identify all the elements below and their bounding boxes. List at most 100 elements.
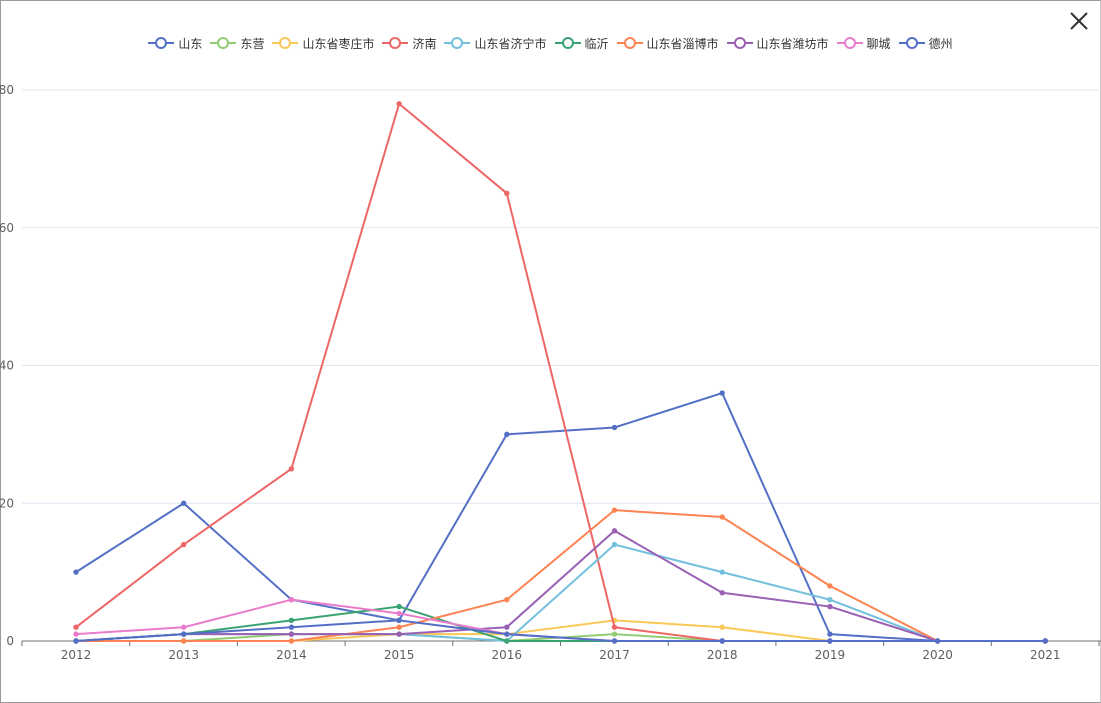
data-point (288, 631, 295, 637)
data-point (396, 631, 402, 637)
legend-label: 济南 (412, 36, 437, 51)
data-point (504, 624, 510, 630)
series-line-7 (76, 509, 1046, 642)
data-point (181, 624, 187, 630)
data-point (934, 638, 941, 644)
legend-label: 临沂 (584, 36, 609, 51)
data-point (827, 596, 833, 603)
data-point (504, 190, 510, 197)
data-point (396, 603, 402, 610)
data-point (73, 638, 79, 644)
x-tick-label: 2014 (276, 648, 307, 662)
data-point (827, 603, 833, 610)
x-tick-label: 2020 (922, 648, 953, 662)
data-point (288, 617, 295, 624)
legend-item[interactable]: 济南 (382, 35, 436, 52)
data-point (719, 514, 725, 520)
data-point (73, 631, 79, 637)
data-point (288, 624, 295, 630)
legend-item[interactable]: 山东省济宁市 (444, 35, 547, 52)
data-point (181, 541, 187, 548)
data-point (611, 507, 618, 513)
series-line-10 (75, 619, 1046, 642)
legend-line-circle-icon (898, 37, 925, 49)
legend-line-circle-icon (554, 37, 581, 49)
data-point (611, 638, 618, 644)
data-point (504, 431, 510, 438)
legend-line-circle-icon (726, 37, 753, 49)
x-tick-label: 2019 (815, 648, 846, 662)
y-tick-label: 20 (0, 496, 14, 510)
data-point (504, 638, 510, 644)
legend-item[interactable]: 山东省枣庄市 (272, 35, 374, 52)
data-point (611, 424, 618, 431)
legend-line-circle-icon (210, 37, 237, 49)
x-tick-label: 2018 (707, 648, 738, 662)
y-tick-label: 80 (0, 83, 14, 97)
data-point (181, 500, 187, 506)
data-point (73, 569, 79, 575)
x-tick-label: 2016 (492, 648, 523, 662)
data-point (611, 631, 618, 637)
legend-item[interactable]: 聊城 (836, 35, 891, 52)
legend-line-circle-icon (836, 37, 863, 49)
data-point (504, 631, 510, 637)
x-tick-label: 2021 (1030, 648, 1061, 662)
legend-item[interactable]: 山东 (148, 35, 202, 52)
data-point (181, 631, 187, 637)
legend-line-circle-icon (148, 37, 175, 49)
data-point (611, 528, 618, 534)
legend-line-circle-icon (616, 37, 643, 49)
series-line-1 (75, 392, 1046, 642)
y-tick-label: 0 (6, 634, 14, 648)
data-point (827, 631, 833, 637)
data-point (719, 638, 725, 644)
data-point (827, 638, 833, 644)
legend-line-circle-icon (272, 37, 299, 49)
data-point (73, 624, 79, 630)
legend-item[interactable]: 山东省淄博市 (616, 35, 719, 52)
data-point (719, 590, 725, 596)
legend-label: 山东省潍坊市 (756, 36, 829, 51)
x-tick-label: 2017 (599, 648, 630, 662)
legend-label: 山东省淄博市 (646, 36, 719, 51)
series-line-6 (75, 605, 1046, 642)
legend-item[interactable]: 德州 (898, 35, 953, 52)
legend-line-circle-icon (444, 37, 471, 49)
legend-line-circle-icon (382, 37, 409, 49)
legend-label: 东营 (240, 36, 265, 51)
legend-label: 山东省枣庄市 (302, 36, 375, 51)
data-point (396, 610, 402, 617)
data-point (504, 596, 510, 603)
x-tick-label: 2015 (384, 648, 415, 662)
data-point (719, 390, 725, 396)
legend-item[interactable]: 临沂 (554, 35, 609, 52)
legend-label: 山东 (178, 36, 203, 51)
legend-item[interactable]: 山东省潍坊市 (726, 35, 829, 52)
data-point (288, 466, 295, 472)
series-line-4 (75, 102, 1046, 642)
y-tick-label: 40 (0, 359, 14, 373)
data-point (181, 638, 187, 644)
data-point (719, 624, 725, 630)
data-point (1042, 638, 1049, 644)
y-tick-label: 60 (0, 221, 14, 235)
legend-label: 德州 (928, 36, 953, 51)
data-point (611, 541, 618, 548)
data-point (288, 596, 295, 603)
close-icon[interactable] (1064, 6, 1094, 36)
data-point (719, 569, 725, 575)
x-tick-label: 2013 (168, 648, 199, 662)
data-point (827, 583, 833, 589)
x-tick-label: 2012 (61, 648, 92, 662)
data-point (396, 624, 402, 630)
data-point (396, 617, 402, 624)
legend-label: 聊城 (866, 36, 891, 51)
data-point (288, 638, 295, 644)
data-point (396, 101, 402, 107)
chart-legend: 山东 东营 山东省枣庄市 济南 山东省济宁市 临沂 山东省淄博市 山东省潍坊市 聊城 德州 (0, 33, 1101, 53)
legend-item[interactable]: 东营 (210, 35, 264, 52)
series-line-8 (75, 529, 1046, 642)
